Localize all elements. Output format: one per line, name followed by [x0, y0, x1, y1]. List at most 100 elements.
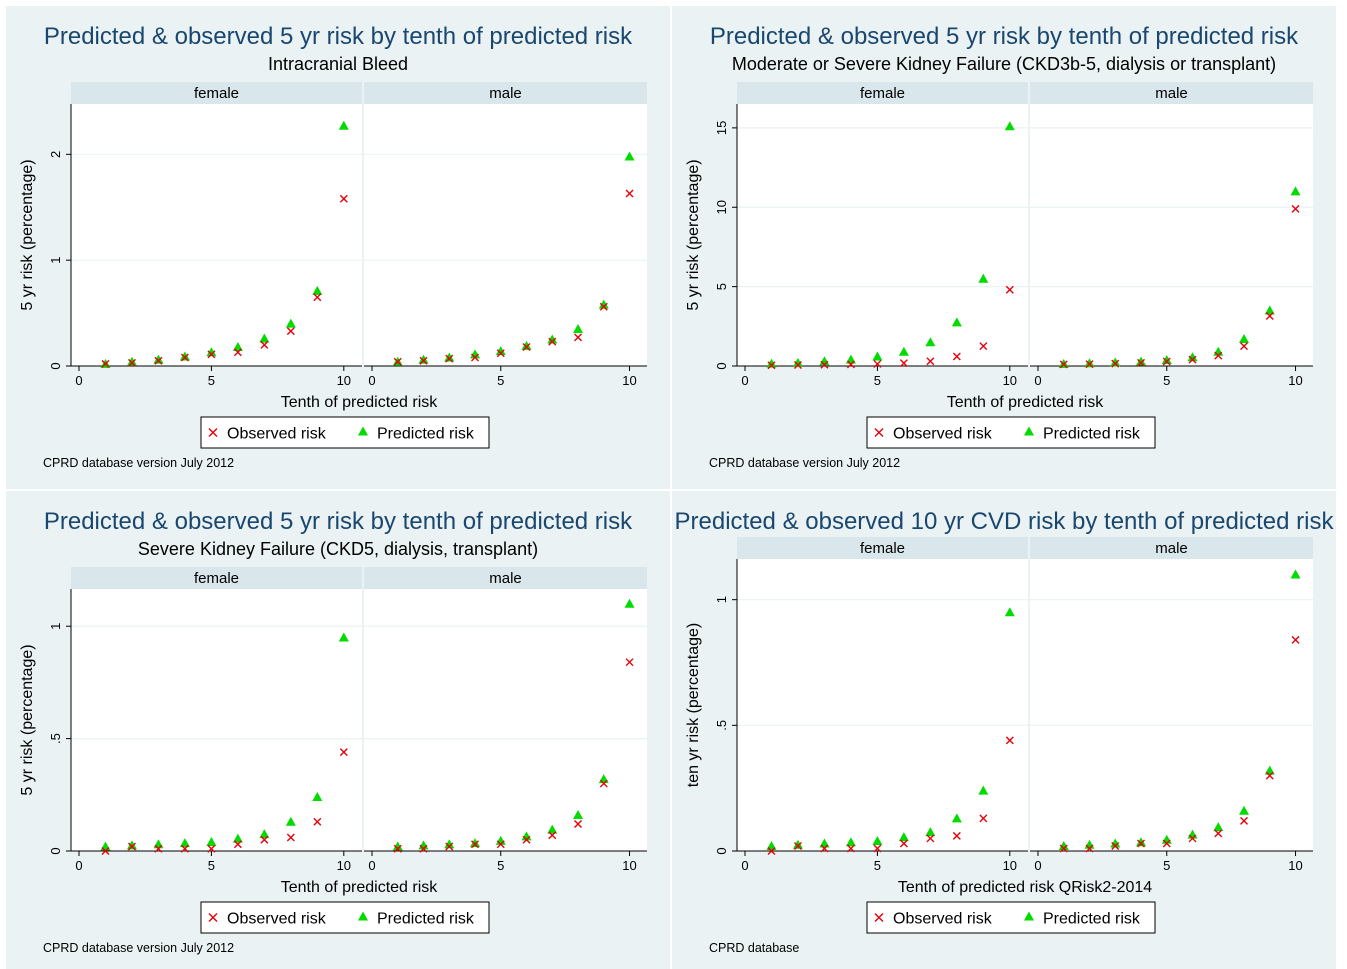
legend-box: [866, 901, 1156, 934]
facet-strip: [737, 537, 1028, 559]
observed-risk-point: [286, 833, 295, 842]
observed-risk-point: [522, 835, 531, 844]
predicted-risk-point: [573, 810, 584, 820]
predicted-risk-point: [338, 120, 349, 130]
predicted-risk-point: [312, 792, 323, 802]
chart-title: Predicted & observed 5 yr risk by tenth …: [710, 23, 1299, 50]
x-tick-label: 0: [1034, 858, 1041, 873]
predicted-risk-point: [1213, 822, 1224, 832]
predicted-risk-point: [1084, 358, 1095, 368]
predicted-risk-point: [1239, 334, 1250, 344]
observed-risk-point: [1214, 829, 1223, 838]
plot-area-female: [737, 559, 1028, 851]
predicted-risk-point: [898, 832, 909, 842]
x-tick-label: 10: [337, 858, 351, 873]
y-tick-label: 1: [48, 257, 63, 264]
observed-risk-point: [496, 840, 505, 849]
y-axis-title: 5 yr risk (percentage): [19, 644, 36, 795]
observed-risk-point: [1240, 816, 1249, 825]
facet-strip: [737, 82, 1028, 104]
predicted-risk-point: [495, 346, 506, 356]
legend-predicted-label: Predicted risk: [377, 426, 475, 443]
chart-note: CPRD database version July 2012: [43, 456, 234, 470]
observed-risk-point: [1162, 357, 1171, 366]
legend-box: [866, 416, 1156, 449]
predicted-risk-point: [573, 323, 584, 333]
legend-predicted-marker: [1024, 426, 1034, 436]
predicted-risk-point: [925, 827, 936, 837]
observed-risk-point: [873, 359, 882, 368]
observed-risk-point: [339, 194, 348, 203]
plot-area-male: [1030, 559, 1313, 851]
legend: Observed risk Predicted risk: [866, 416, 1156, 449]
predicted-risk-point: [1264, 305, 1275, 315]
x-axis-title: Tenth of predicted risk: [947, 394, 1105, 411]
predicted-risk-point: [951, 317, 962, 327]
observed-risk-point: [599, 779, 608, 788]
observed-risk-point: [180, 353, 189, 362]
legend-predicted-marker: [358, 426, 368, 436]
observed-risk-point: [1162, 839, 1171, 848]
chart-svg-2: Predicted & observed 5 yr risk by tenth …: [685, 23, 1313, 470]
legend-observed-marker: [208, 913, 218, 922]
y-tick-label: .5: [714, 720, 729, 731]
observed-risk-point: [1265, 311, 1274, 320]
chart-title: Predicted & observed 5 yr risk by tenth …: [44, 508, 633, 535]
observed-risk-point: [1137, 839, 1146, 848]
facet-strip: [71, 567, 362, 589]
y-tick-label: 2: [48, 151, 63, 158]
observed-risk-point: [846, 360, 855, 369]
y-tick-label: 0: [714, 847, 729, 854]
predicted-risk-point: [206, 347, 217, 357]
x-tick-label: 5: [208, 858, 215, 873]
legend-box: [200, 901, 490, 934]
observed-risk-point: [207, 844, 216, 853]
predicted-risk-point: [126, 356, 137, 366]
observed-risk-point: [496, 349, 505, 358]
facet-label-male: male: [489, 570, 522, 587]
predicted-risk-point: [1004, 607, 1015, 617]
x-tick-label: 5: [497, 373, 504, 388]
observed-risk-point: [286, 327, 295, 336]
legend-observed-label: Observed risk: [893, 426, 993, 443]
x-tick-label: 10: [622, 373, 636, 388]
predicted-risk-point: [766, 358, 777, 368]
predicted-risk-point: [338, 632, 349, 642]
observed-risk-point: [574, 333, 583, 342]
observed-risk-point: [793, 361, 802, 370]
facet-strip: [1030, 537, 1313, 559]
x-tick-label: 5: [497, 858, 504, 873]
predicted-risk-point: [179, 838, 190, 848]
y-tick-label: 10: [714, 200, 729, 214]
observed-risk-point: [1111, 841, 1120, 850]
observed-risk-point: [1240, 342, 1249, 351]
observed-risk-point: [574, 820, 583, 829]
predicted-risk-point: [978, 273, 989, 283]
observed-risk-point: [233, 348, 242, 357]
chart-note: CPRD database: [709, 941, 799, 955]
x-tick-label: 10: [337, 373, 351, 388]
predicted-risk-point: [1187, 352, 1198, 362]
predicted-risk-point: [285, 816, 296, 826]
predicted-risk-point: [232, 341, 243, 351]
observed-risk-point: [548, 337, 557, 346]
legend: Observed risk Predicted risk: [200, 416, 490, 449]
predicted-risk-point: [1136, 356, 1147, 366]
observed-risk-point: [313, 817, 322, 826]
legend-observed-label: Observed risk: [893, 911, 993, 928]
legend: Observed risk Predicted risk: [866, 901, 1156, 934]
predicted-risk-point: [951, 813, 962, 823]
predicted-risk-point: [1058, 840, 1069, 850]
predicted-risk-point: [126, 840, 137, 850]
predicted-risk-point: [1110, 357, 1121, 367]
predicted-risk-point: [547, 824, 558, 834]
observed-risk-point: [101, 359, 110, 368]
facet-label-female: female: [860, 85, 905, 102]
predicted-risk-point: [1110, 838, 1121, 848]
predicted-risk-point: [1290, 186, 1301, 196]
observed-risk-point: [767, 847, 776, 855]
observed-risk-point: [127, 842, 136, 851]
x-tick-label: 10: [1288, 373, 1302, 388]
chart-subtitle: Moderate or Severe Kidney Failure (CKD3b…: [732, 54, 1276, 74]
